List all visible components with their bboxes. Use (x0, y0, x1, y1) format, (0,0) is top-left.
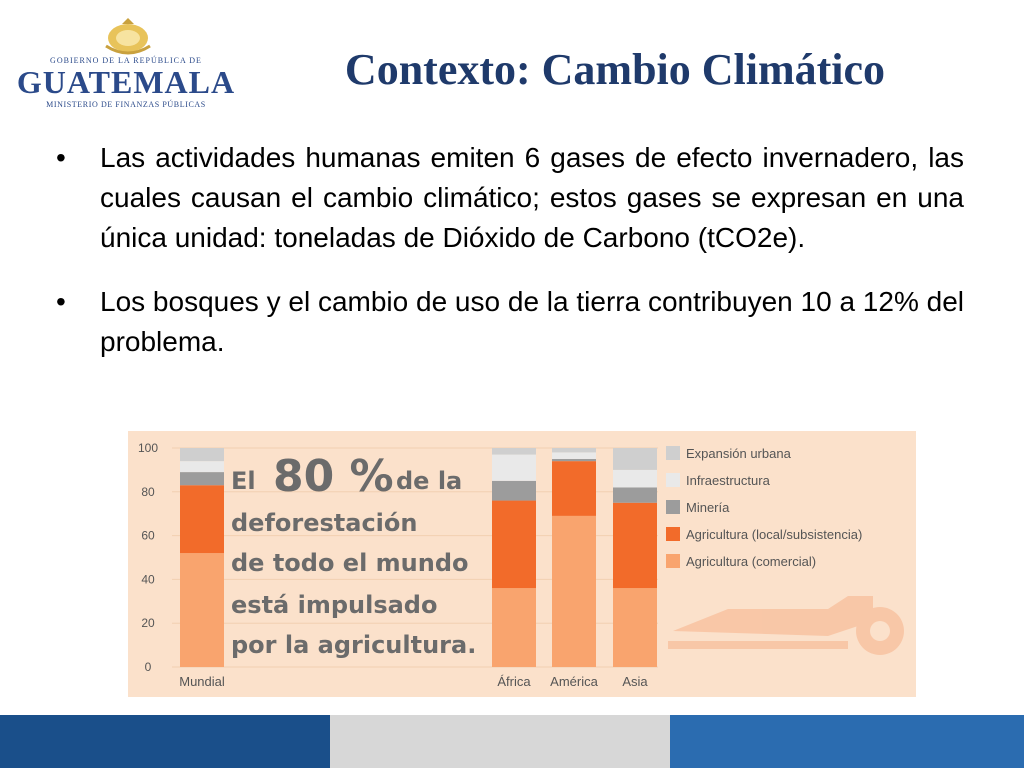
bullet-item: • Las actividades humanas emiten 6 gases… (56, 138, 964, 258)
y-tick-label: 100 (138, 441, 158, 455)
legend-swatch (666, 527, 680, 541)
coat-of-arms-icon (105, 18, 151, 55)
bullet-icon: • (56, 142, 66, 173)
annotation-prefix: El (231, 467, 256, 495)
y-tick-label: 0 (145, 660, 152, 674)
guatemala-logo: GOBIERNO DE LA REPÚBLICA DE GUATEMALA MI… (12, 16, 240, 109)
bar-segment (492, 448, 536, 455)
bar-segment (180, 461, 224, 473)
bar-segment (613, 588, 657, 667)
legend-swatch (666, 473, 680, 487)
bullet-text: Las actividades humanas emiten 6 gases d… (100, 142, 964, 253)
legend-swatch (666, 446, 680, 460)
bar-segment (492, 588, 536, 667)
tractor-icon (668, 596, 904, 655)
logo-line-3: MINISTERIO DE FINANZAS PÚBLICAS (46, 100, 206, 109)
bar-segment (492, 500, 536, 589)
annotation-line: está impulsado (231, 591, 437, 619)
y-tick-label: 80 (141, 485, 155, 499)
bullet-text: Los bosques y el cambio de uso de la tie… (100, 286, 964, 357)
y-tick-label: 60 (141, 529, 155, 543)
x-tick-label: América (550, 674, 598, 689)
footer-band-dark (0, 715, 330, 768)
bar-segment (180, 485, 224, 554)
bar-segment (552, 458, 596, 462)
bullet-list: • Las actividades humanas emiten 6 gases… (56, 138, 964, 362)
bar-segment (552, 452, 596, 459)
bar-segment (180, 448, 224, 462)
footer-band-mid (670, 715, 1024, 768)
slide-title: Contexto: Cambio Climático (344, 45, 886, 94)
deforestation-chart: 0 20 40 60 80 100 Mundial África América Asia El 80… (128, 431, 916, 697)
annotation-line: de todo el mundo (231, 549, 469, 577)
legend-label: Agricultura (comercial) (686, 554, 816, 569)
logo-line-2: GUATEMALA (16, 64, 236, 100)
bar-segment (613, 502, 657, 589)
legend-swatch (666, 500, 680, 514)
bar-segment (552, 461, 596, 516)
footer-band-light (330, 715, 670, 768)
bullet-icon: • (56, 286, 66, 317)
y-tick-label: 40 (141, 572, 155, 586)
x-tick-label: Mundial (179, 674, 225, 689)
bar-segment (552, 515, 596, 667)
annotation-line: deforestación (231, 509, 417, 537)
annotation-line: por la agricultura. (231, 631, 476, 659)
x-tick-label: África (497, 674, 531, 689)
bar-segment (552, 448, 596, 453)
bar-segment (613, 469, 657, 488)
annotation-big-value: 80 % (273, 451, 394, 502)
y-tick-label: 20 (141, 616, 155, 630)
chart-svg: 0 20 40 60 80 100 Mundial África América Asia El 80… (128, 431, 916, 697)
logo-line-1: GOBIERNO DE LA REPÚBLICA DE (50, 56, 202, 65)
legend-swatch (666, 554, 680, 568)
legend-label: Infraestructura (686, 473, 771, 488)
legend-label: Minería (686, 500, 730, 515)
bar-segment (492, 454, 536, 481)
legend-label: Agricultura (local/subsistencia) (686, 527, 862, 542)
x-tick-label: Asia (622, 674, 648, 689)
bullet-item: • Los bosques y el cambio de uso de la t… (56, 282, 964, 362)
bar-segment (492, 480, 536, 501)
legend-label: Expansión urbana (686, 446, 792, 461)
bar-segment (613, 487, 657, 503)
bar-segment (613, 448, 657, 470)
bar-segment (180, 472, 224, 486)
annotation-line: de la (396, 467, 462, 495)
bar-segment (180, 553, 224, 667)
